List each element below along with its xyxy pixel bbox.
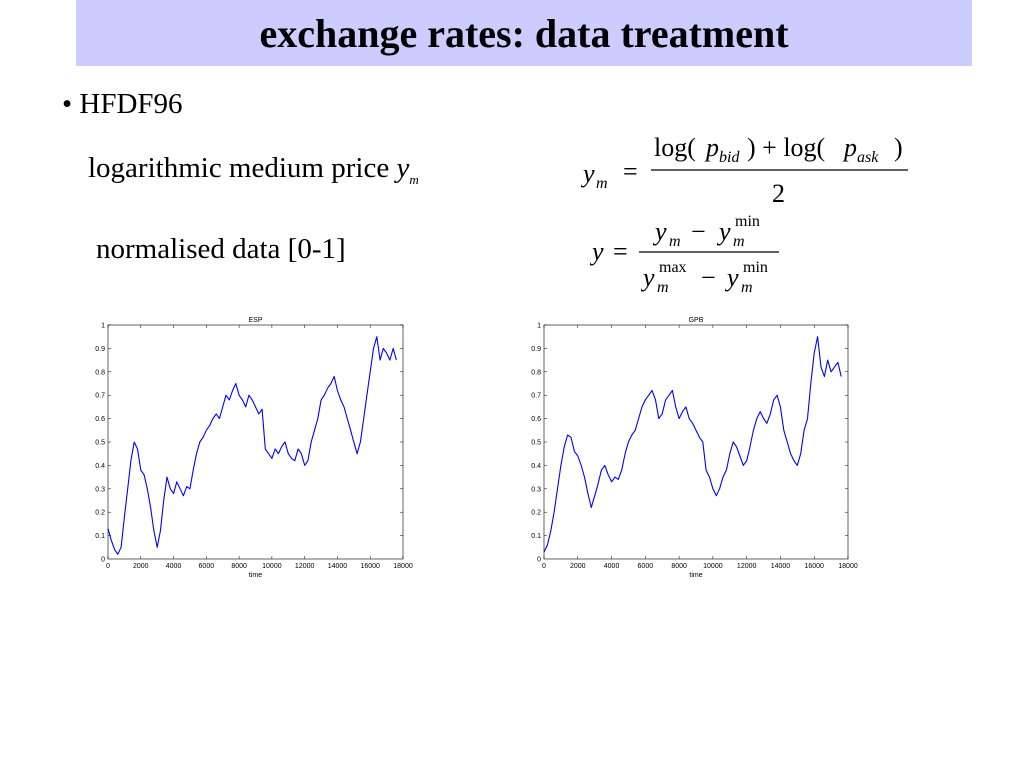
y-tick-label: 0.3 — [531, 486, 541, 493]
formula-eq: = — [623, 157, 638, 186]
y-tick-label: 0 — [537, 557, 541, 564]
plot-frame — [107, 324, 404, 560]
y-tick-label: 0.2 — [95, 510, 105, 517]
x-tick-label: 16000 — [804, 563, 824, 570]
formula-den-y1-sup: max — [659, 259, 687, 276]
y-tick-label: 0.6 — [95, 416, 105, 423]
y-tick-label: 0.8 — [531, 369, 541, 376]
formula-den-y1: y — [640, 263, 655, 292]
y-tick-label: 1 — [101, 323, 105, 330]
chart-gpb: GPB 0 2000 4000 6000 8000 10000 12000 14000 16000… — [531, 317, 858, 579]
x-tick-label: 14000 — [328, 563, 348, 570]
formula-num-close: ) — [894, 133, 903, 162]
formula-num-p2: p — [842, 133, 857, 162]
x-tick-label: 6000 — [638, 563, 654, 570]
y-tick-label: 0 — [101, 557, 105, 564]
formula-num-p1: p — [704, 133, 719, 162]
formula-den-y2: y — [724, 263, 739, 292]
y-tick-label: 0.9 — [95, 346, 105, 353]
formula-num-mid: ) + log( — [747, 133, 825, 162]
row-label-normalised: normalised data [0-1] — [96, 233, 346, 266]
formula-num-y1: y — [652, 217, 667, 246]
series-line — [107, 336, 397, 555]
x-tick-label: 12000 — [737, 563, 757, 570]
formula-den-y2-sub: m — [741, 279, 753, 296]
formula-eq: = — [613, 237, 628, 266]
y-tick-label: 0.4 — [95, 463, 105, 470]
x-tick-label: 0 — [542, 563, 546, 570]
chart-title: ESP — [248, 317, 262, 324]
x-tick-label: 14000 — [771, 563, 791, 570]
row-var-sub: m — [409, 171, 419, 187]
formula-num-p2-sub: ask — [857, 149, 879, 166]
formula-num-y2-sup: min — [735, 213, 760, 230]
x-tick-label: 12000 — [295, 563, 315, 570]
formula-num-y2: y — [716, 217, 731, 246]
formula-den-y2-sup: min — [743, 259, 768, 276]
x-tick-label: 10000 — [703, 563, 723, 570]
x-tick-label: 6000 — [199, 563, 215, 570]
slide-title: exchange rates: data treatment — [259, 11, 789, 56]
y-tick-label: 0.4 — [531, 463, 541, 470]
row-label-text: logarithmic medium price — [88, 152, 390, 184]
x-tick-label: 8000 — [231, 563, 247, 570]
x-axis-label: time — [249, 572, 262, 579]
formula-den: 2 — [772, 179, 785, 208]
x-tick-label: 4000 — [166, 563, 182, 570]
row-var: y — [396, 152, 410, 184]
chart-title: GPB — [689, 317, 704, 324]
x-tick-label: 4000 — [604, 563, 620, 570]
y-tick-label: 0.5 — [95, 440, 105, 447]
formula-lhs: y — [580, 159, 595, 188]
x-tick-label: 18000 — [838, 563, 858, 570]
x-axis-label: time — [689, 572, 702, 579]
formula-num-p1-sub: bid — [719, 149, 740, 166]
y-tick-label: 0.2 — [531, 510, 541, 517]
x-tick-label: 10000 — [262, 563, 282, 570]
series-line — [543, 336, 842, 553]
formula-num-y1-sub: m — [669, 233, 681, 250]
y-tick-label: 0.3 — [95, 486, 105, 493]
y-tick-label: 0.1 — [531, 533, 541, 540]
y-tick-label: 0.8 — [95, 369, 105, 376]
y-tick-label: 0.1 — [95, 533, 105, 540]
title-bar: exchange rates: data treatment — [76, 0, 972, 66]
row-label-text: normalised data [0-1] — [96, 233, 346, 265]
y-tick-label: 0.6 — [531, 416, 541, 423]
formula-minus: − — [691, 217, 706, 246]
y-tick-label: 0.7 — [531, 393, 541, 400]
y-tick-label: 0.7 — [95, 393, 105, 400]
formula-num-y2-sub: m — [733, 233, 745, 250]
formula-log-medium-price: y m = log( p bid ) + log( p ask ) 2 — [580, 133, 908, 208]
x-tick-label: 18000 — [393, 563, 413, 570]
bullet-text: HFDF96 — [79, 88, 183, 120]
formula-lhs: y — [589, 237, 604, 266]
y-tick-label: 0.5 — [531, 440, 541, 447]
formula-minus: − — [701, 263, 716, 292]
formula-den-y1-sub: m — [657, 279, 669, 296]
formula-num-a: log( — [654, 133, 696, 162]
chart-esp: ESP 0 2000 4000 6000 8000 10000 12000 14000 16000… — [95, 317, 413, 579]
formula-lhs-sub: m — [596, 175, 608, 192]
x-tick-label: 0 — [106, 563, 110, 570]
bullet-marker: • — [62, 88, 73, 120]
x-tick-label: 16000 — [360, 563, 380, 570]
x-tick-label: 8000 — [671, 563, 687, 570]
x-tick-label: 2000 — [570, 563, 586, 570]
x-tick-label: 2000 — [133, 563, 149, 570]
row-label-log-price: logarithmic medium price ym — [88, 152, 419, 188]
formula-normalisation: y = y m − y m min y m max − y m min — [589, 213, 779, 296]
y-tick-label: 1 — [537, 323, 541, 330]
plot-frame — [543, 324, 849, 560]
y-tick-label: 0.9 — [531, 346, 541, 353]
bullet-item: • HFDF96 — [62, 88, 183, 121]
